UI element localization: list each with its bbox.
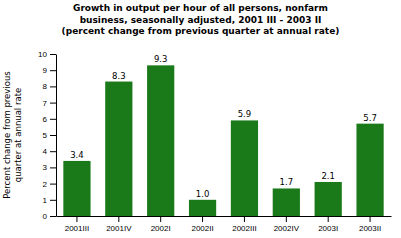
y-tick-label: 8 (43, 82, 48, 91)
y-tick-label: 10 (38, 50, 47, 59)
y-tick-mark (50, 86, 56, 87)
title-line: business, seasonally adjusted, 2001 III … (80, 15, 322, 25)
y-tick-mark (50, 103, 56, 104)
bar (356, 124, 383, 216)
x-tick-mark (370, 216, 371, 222)
y-tick: 3 (43, 163, 56, 172)
x-tick-label: 2002I (151, 224, 171, 233)
bar (231, 120, 258, 216)
x-tick-label: 2002III (232, 224, 256, 233)
y-axis-title-line: quarter at annual rate (13, 88, 23, 182)
x-tick-mark (244, 216, 245, 222)
chart: Growth in output per hour of all persons… (0, 0, 401, 238)
x-tick-label: 2001IV (106, 224, 132, 233)
y-tick: 9 (43, 66, 56, 75)
bar (63, 161, 90, 216)
x-tick: 2003I (318, 216, 338, 233)
x-tick-label: 2003I (318, 224, 338, 233)
y-tick-mark (50, 167, 56, 168)
data-label: 1.0 (196, 189, 210, 199)
y-axis: 0 1 2 3 4 5 6 7 8 9 10 (38, 50, 56, 221)
y-tick-label: 7 (43, 99, 48, 108)
x-tick-label: 2002IV (274, 224, 300, 233)
data-label: 5.9 (238, 109, 252, 119)
y-axis-title: Percent change from previousquarter at a… (2, 71, 23, 199)
x-tick: 2001IV (106, 216, 132, 233)
y-tick: 10 (38, 50, 56, 59)
data-label: 2.1 (321, 171, 335, 181)
y-tick-label: 4 (43, 147, 48, 156)
y-tick-mark (50, 135, 56, 136)
y-tick-mark (50, 184, 56, 185)
data-label: 9.3 (154, 54, 168, 64)
data-labels: 3.4 8.3 9.3 1.0 5.9 1.7 2.1 5.7 (70, 54, 377, 198)
plot: 3.48.39.31.05.91.72.15.72001III2001IV200… (2, 50, 392, 233)
y-tick: 4 (43, 147, 56, 156)
x-axis: 2001III 2001IV 2002I 2002II 2002III 2002IV 200… (57, 216, 392, 233)
y-tick-mark (50, 54, 56, 55)
y-tick: 0 (43, 212, 56, 221)
y-tick-label: 6 (43, 115, 48, 124)
bar (189, 200, 216, 216)
x-tick: 2001III (65, 216, 89, 233)
x-tick-label: 2003II (359, 224, 381, 233)
x-tick: 2003II (359, 216, 381, 233)
title-line: (percent change from previous quarter at… (62, 26, 340, 36)
bar (147, 65, 174, 216)
x-tick: 2002II (191, 216, 213, 233)
y-tick: 2 (43, 180, 56, 189)
data-label: 5.7 (363, 113, 377, 123)
x-tick: 2002I (151, 216, 171, 233)
y-tick-mark (50, 151, 56, 152)
y-tick-label: 5 (43, 131, 48, 140)
x-tick-mark (286, 216, 287, 222)
y-tick-mark (50, 119, 56, 120)
y-tick-label: 2 (43, 180, 48, 189)
bar (105, 82, 132, 216)
bars (63, 65, 383, 216)
data-label: 3.4 (70, 150, 84, 160)
data-label: 8.3 (112, 71, 126, 81)
x-tick-mark (118, 216, 119, 222)
x-tick-label: 2002II (191, 224, 213, 233)
y-tick: 7 (43, 99, 56, 108)
x-tick-mark (328, 216, 329, 222)
title: Growth in output per hour of all persons… (62, 3, 340, 36)
y-tick-label: 0 (43, 212, 48, 221)
y-tick-mark (50, 200, 56, 201)
y-tick-mark (50, 216, 56, 217)
y-tick: 5 (43, 131, 56, 140)
x-tick-label: 2001III (65, 224, 89, 233)
y-tick-label: 3 (43, 163, 48, 172)
y-tick: 1 (43, 196, 56, 205)
y-tick: 6 (43, 115, 56, 124)
y-axis-title-line: Percent change from previous (2, 71, 12, 199)
y-tick-mark (50, 70, 56, 71)
title-line: Growth in output per hour of all persons… (73, 3, 328, 13)
data-label: 1.7 (280, 177, 294, 187)
bar (273, 188, 300, 216)
bar (315, 182, 342, 216)
x-tick: 2002IV (274, 216, 300, 233)
x-tick-mark (160, 216, 161, 222)
x-tick-mark (76, 216, 77, 222)
x-tick-mark (202, 216, 203, 222)
y-tick-label: 9 (43, 66, 48, 75)
y-tick-label: 1 (43, 196, 48, 205)
y-tick: 8 (43, 82, 56, 91)
y-axis-line (56, 55, 57, 217)
x-tick: 2002III (232, 216, 256, 233)
x-axis-line (57, 216, 392, 217)
